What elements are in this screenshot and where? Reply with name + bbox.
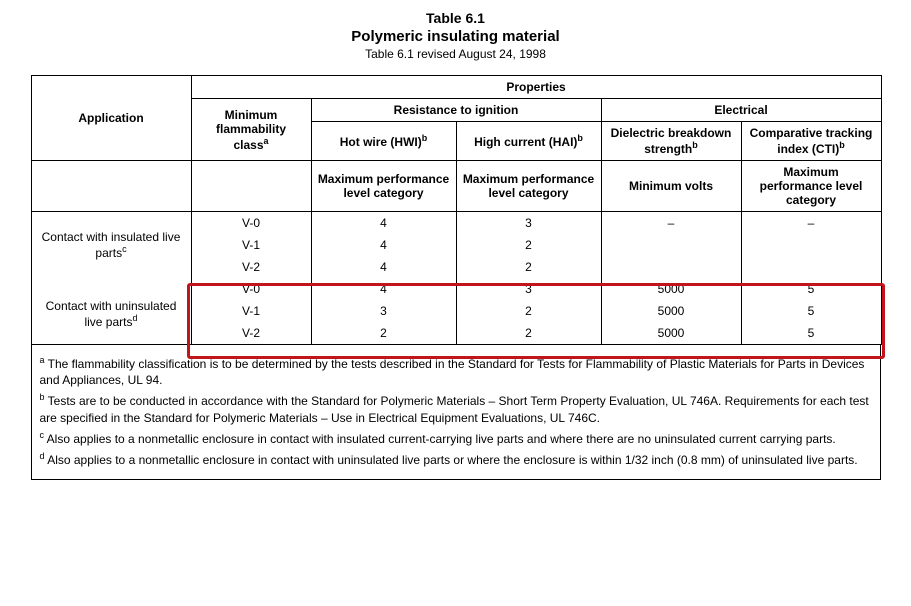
cell: V-2 (191, 256, 311, 278)
cell: V-0 (191, 278, 311, 300)
cell: 3 (456, 278, 601, 300)
data-table: Application Properties Minimum flammabil… (31, 75, 882, 345)
footnote-d: d Also applies to a nonmetallic enclosur… (40, 450, 872, 468)
cell: 3 (311, 300, 456, 322)
cell: V-1 (191, 300, 311, 322)
cell: 3 (456, 212, 601, 235)
cell: 4 (311, 256, 456, 278)
footnote-c: c Also applies to a nonmetallic enclosur… (40, 429, 872, 447)
sup-b4: b (839, 140, 845, 150)
cell: 4 (311, 278, 456, 300)
footnote-b: b Tests are to be conducted in accordanc… (40, 391, 872, 425)
hdr-properties: Properties (191, 76, 881, 99)
hdr-cti: Comparative tracking index (CTI)b (741, 122, 881, 161)
sup-b3: b (692, 140, 698, 150)
hdr-blank (31, 161, 191, 212)
section-label-0-text: Contact with insulated live parts (42, 230, 181, 260)
cell (601, 256, 741, 278)
hdr-hai-sub: Maximum performance level category (456, 161, 601, 212)
sup-c: c (122, 244, 127, 254)
sup-a: a (264, 136, 269, 146)
cell: 2 (456, 256, 601, 278)
cell: 2 (311, 322, 456, 345)
hdr-min-flam: Minimum flammability classa (191, 99, 311, 161)
cell: 5 (741, 322, 881, 345)
hdr-application: Application (31, 76, 191, 161)
footnotes: a The flammability classification is to … (31, 345, 881, 480)
section-label-0: Contact with insulated live partsc (31, 212, 191, 279)
footnote-d-text: Also applies to a nonmetallic enclosure … (47, 453, 857, 467)
hdr-hwi: Hot wire (HWI)b (311, 122, 456, 161)
hdr-hai: High current (HAI)b (456, 122, 601, 161)
cell: V-1 (191, 234, 311, 256)
cell: 5000 (601, 300, 741, 322)
cell: 5000 (601, 322, 741, 345)
cell: – (741, 212, 881, 235)
cell: V-2 (191, 322, 311, 345)
table-title: Polymeric insulating material (20, 28, 891, 45)
cell: 5 (741, 278, 881, 300)
cell: 4 (311, 212, 456, 235)
cell: – (601, 212, 741, 235)
cell: 4 (311, 234, 456, 256)
hdr-cti-sub: Maximum performance level category (741, 161, 881, 212)
hdr-diel-sub: Minimum volts (601, 161, 741, 212)
title-block: Table 6.1 Polymeric insulating material … (20, 10, 891, 61)
sup-d: d (133, 313, 138, 323)
cell: 2 (456, 322, 601, 345)
hdr-hai-label: High current (HAI) (474, 135, 577, 149)
cell (601, 234, 741, 256)
hdr-blank2 (191, 161, 311, 212)
table-row: Contact with uninsulated live partsd V-0… (31, 278, 881, 300)
section-label-1: Contact with uninsulated live partsd (31, 278, 191, 345)
section-label-1-text: Contact with uninsulated live parts (46, 299, 177, 329)
sup-b2: b (577, 133, 583, 143)
footnote-a-text: The flammability classification is to be… (40, 357, 865, 387)
hdr-diel: Dielectric breakdown strengthb (601, 122, 741, 161)
hdr-hwi-sub: Maximum performance level category (311, 161, 456, 212)
hdr-electrical: Electrical (601, 99, 881, 122)
cell: 2 (456, 234, 601, 256)
table-row: Contact with insulated live partsc V-0 4… (31, 212, 881, 235)
sup-b1: b (422, 133, 428, 143)
cell: 5 (741, 300, 881, 322)
table-number: Table 6.1 (20, 10, 891, 26)
cell: 2 (456, 300, 601, 322)
hdr-resistance: Resistance to ignition (311, 99, 601, 122)
footnote-b-text: Tests are to be conducted in accordance … (40, 394, 869, 424)
hdr-hwi-label: Hot wire (HWI) (340, 135, 422, 149)
hdr-diel-label: Dielectric breakdown strength (611, 126, 732, 156)
cell: 5000 (601, 278, 741, 300)
hdr-min-flam-label: Minimum flammability class (216, 108, 286, 152)
hdr-cti-label: Comparative tracking index (CTI) (750, 126, 873, 156)
footnote-a: a The flammability classification is to … (40, 354, 872, 388)
footnote-c-text: Also applies to a nonmetallic enclosure … (47, 432, 836, 446)
table-revision: Table 6.1 revised August 24, 1998 (20, 47, 891, 61)
cell (741, 256, 881, 278)
table-wrap: Application Properties Minimum flammabil… (31, 75, 881, 345)
cell: V-0 (191, 212, 311, 235)
cell (741, 234, 881, 256)
